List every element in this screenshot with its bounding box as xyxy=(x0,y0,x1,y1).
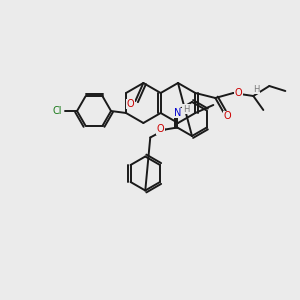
Text: Cl: Cl xyxy=(52,106,62,116)
Text: O: O xyxy=(157,124,164,134)
Text: N: N xyxy=(174,108,182,118)
Text: H: H xyxy=(253,85,260,94)
Text: O: O xyxy=(224,111,231,121)
Text: O: O xyxy=(127,99,134,109)
Text: O: O xyxy=(235,88,242,98)
Text: H: H xyxy=(183,104,189,113)
